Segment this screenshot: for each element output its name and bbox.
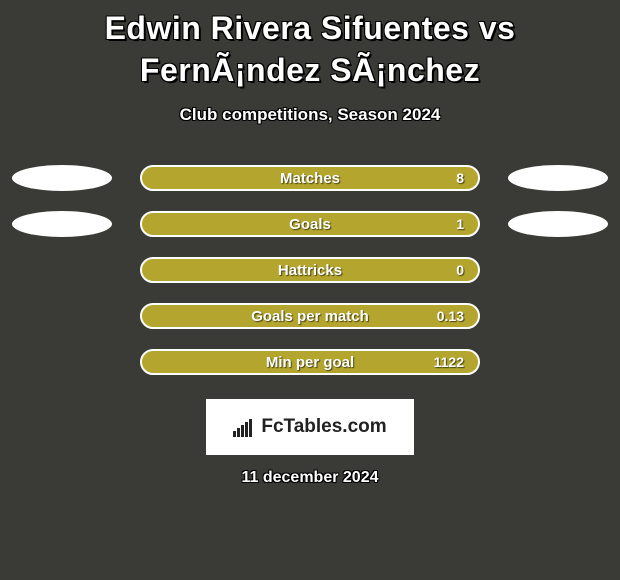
stat-label: Min per goal	[266, 354, 354, 371]
player-left-ellipse	[12, 211, 112, 237]
stat-label: Matches	[280, 170, 340, 187]
stat-value-right: 1	[456, 216, 464, 232]
stat-row: Goals 1	[0, 201, 620, 247]
stats-container: Matches 8 Goals 1 Hattricks 0 Goals per match 0…	[0, 155, 620, 385]
stat-row: Matches 8	[0, 155, 620, 201]
logo-text: FcTables.com	[261, 416, 386, 438]
stat-label: Hattricks	[278, 262, 342, 279]
stat-pill: Hattricks 0	[140, 257, 480, 283]
logo-box: FcTables.com	[206, 399, 414, 455]
stat-pill: Goals per match 0.13	[140, 303, 480, 329]
stat-value-right: 8	[456, 170, 464, 186]
stat-value-right: 1122	[434, 354, 464, 370]
stat-row: Goals per match 0.13	[0, 293, 620, 339]
stat-label: Goals per match	[251, 308, 369, 325]
comparison-subtitle: Club competitions, Season 2024	[0, 105, 620, 125]
stat-row: Min per goal 1122	[0, 339, 620, 385]
comparison-card: { "title": "Edwin Rivera Sifuentes vs Fe…	[0, 0, 620, 580]
player-right-ellipse	[508, 165, 608, 191]
bar-chart-icon	[233, 417, 255, 437]
comparison-title: Edwin Rivera Sifuentes vs FernÃ¡ndez SÃ¡…	[0, 0, 620, 91]
player-right-ellipse	[508, 211, 608, 237]
stat-label: Goals	[289, 216, 331, 233]
stat-pill: Goals 1	[140, 211, 480, 237]
stat-row: Hattricks 0	[0, 247, 620, 293]
player-left-ellipse	[12, 165, 112, 191]
snapshot-date: 11 december 2024	[0, 469, 620, 487]
stat-value-right: 0.13	[437, 308, 464, 324]
stat-pill: Matches 8	[140, 165, 480, 191]
stat-pill: Min per goal 1122	[140, 349, 480, 375]
stat-value-right: 0	[456, 262, 464, 278]
